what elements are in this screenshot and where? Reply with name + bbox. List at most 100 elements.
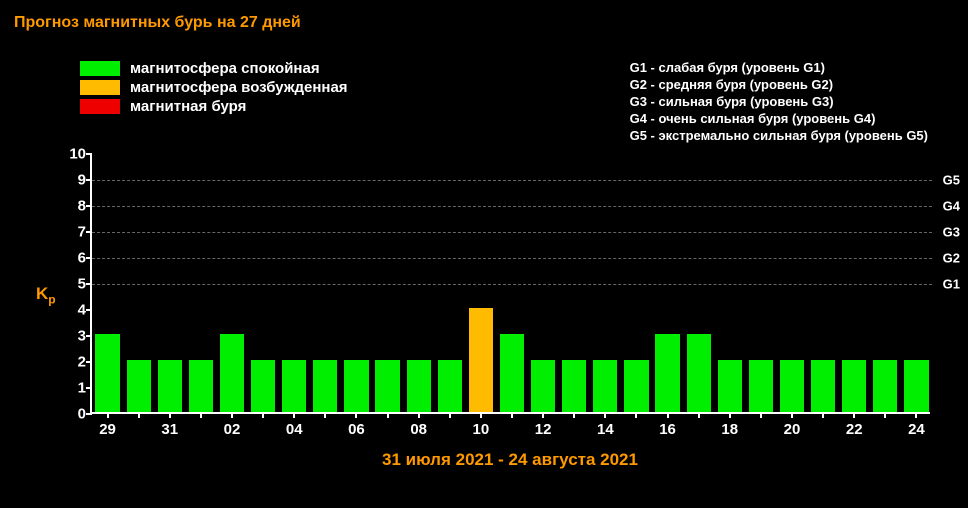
x-tick-label: 16 bbox=[659, 421, 676, 438]
y-tick-label: 3 bbox=[56, 328, 86, 345]
x-tick-mark bbox=[760, 412, 762, 418]
y-tick-label: 4 bbox=[56, 302, 86, 319]
x-axis-label: 31 июля 2021 - 24 августа 2021 bbox=[90, 450, 930, 470]
x-tick-label: 20 bbox=[784, 421, 801, 438]
x-tick-label: 22 bbox=[846, 421, 863, 438]
x-tick-mark bbox=[480, 412, 482, 418]
y-tick-label: 9 bbox=[56, 172, 86, 189]
kp-bar bbox=[344, 360, 368, 412]
legend-swatch bbox=[80, 80, 120, 95]
kp-bar bbox=[95, 334, 119, 412]
kp-bar bbox=[873, 360, 897, 412]
x-tick-mark bbox=[853, 412, 855, 418]
chart-title: Прогноз магнитных бурь на 27 дней bbox=[0, 0, 968, 32]
y-tick-label: 0 bbox=[56, 406, 86, 423]
kp-bar bbox=[407, 360, 431, 412]
kp-bar bbox=[904, 360, 928, 412]
x-tick-label: 08 bbox=[410, 421, 427, 438]
legend-swatch bbox=[80, 99, 120, 114]
kp-bar bbox=[500, 334, 524, 412]
y-tick-mark bbox=[86, 153, 92, 155]
g-level-label: G3 bbox=[943, 225, 960, 240]
x-tick-mark bbox=[418, 412, 420, 418]
y-tick-label: 5 bbox=[56, 276, 86, 293]
x-tick-mark bbox=[200, 412, 202, 418]
kp-bar bbox=[220, 334, 244, 412]
y-tick-mark bbox=[86, 335, 92, 337]
x-tick-mark bbox=[604, 412, 606, 418]
color-legend: магнитосфера спокойная магнитосфера возбу… bbox=[80, 60, 348, 144]
g-legend-row: G2 - средняя буря (уровень G2) bbox=[630, 77, 928, 94]
x-tick-mark bbox=[262, 412, 264, 418]
x-tick-mark bbox=[729, 412, 731, 418]
kp-bar bbox=[375, 360, 399, 412]
kp-bar bbox=[562, 360, 586, 412]
x-tick-mark bbox=[231, 412, 233, 418]
g-level-gridline bbox=[92, 206, 932, 207]
x-tick-mark bbox=[822, 412, 824, 418]
x-tick-mark bbox=[915, 412, 917, 418]
kp-bar bbox=[749, 360, 773, 412]
g-level-gridline bbox=[92, 180, 932, 181]
g-legend-row: G3 - сильная буря (уровень G3) bbox=[630, 94, 928, 111]
g-level-label: G4 bbox=[943, 199, 960, 214]
g-legend-row: G5 - экстремально сильная буря (уровень … bbox=[630, 128, 928, 145]
x-tick-label: 24 bbox=[908, 421, 925, 438]
kp-bar bbox=[842, 360, 866, 412]
x-tick-label: 12 bbox=[535, 421, 552, 438]
g-legend-row: G4 - очень сильная буря (уровень G4) bbox=[630, 111, 928, 128]
g-level-gridline bbox=[92, 232, 932, 233]
x-tick-mark bbox=[698, 412, 700, 418]
legend-label: магнитная буря bbox=[130, 98, 246, 115]
x-tick-mark bbox=[138, 412, 140, 418]
x-tick-mark bbox=[667, 412, 669, 418]
legend-label: магнитосфера возбужденная bbox=[130, 79, 348, 96]
y-tick-mark bbox=[86, 387, 92, 389]
g-scale-legend: G1 - слабая буря (уровень G1)G2 - средня… bbox=[630, 60, 928, 144]
kp-bar bbox=[811, 360, 835, 412]
x-tick-mark bbox=[107, 412, 109, 418]
kp-bar bbox=[718, 360, 742, 412]
y-tick-mark bbox=[86, 413, 92, 415]
x-tick-mark bbox=[169, 412, 171, 418]
x-tick-mark bbox=[635, 412, 637, 418]
x-tick-mark bbox=[573, 412, 575, 418]
x-tick-mark bbox=[293, 412, 295, 418]
kp-bar bbox=[438, 360, 462, 412]
x-tick-mark bbox=[355, 412, 357, 418]
y-axis-label: Kp bbox=[36, 284, 56, 306]
x-tick-label: 04 bbox=[286, 421, 303, 438]
g-level-label: G1 bbox=[943, 277, 960, 292]
g-level-gridline bbox=[92, 284, 932, 285]
kp-bar bbox=[469, 308, 493, 412]
kp-bar bbox=[624, 360, 648, 412]
y-tick-label: 8 bbox=[56, 198, 86, 215]
y-tick-mark bbox=[86, 309, 92, 311]
legends: магнитосфера спокойная магнитосфера возбу… bbox=[0, 32, 968, 144]
color-legend-row: магнитная буря bbox=[80, 98, 348, 115]
kp-bar bbox=[158, 360, 182, 412]
y-tick-label: 6 bbox=[56, 250, 86, 267]
kp-bar bbox=[531, 360, 555, 412]
x-tick-label: 14 bbox=[597, 421, 614, 438]
g-level-label: G2 bbox=[943, 251, 960, 266]
bar-chart: 012345678910G1G2G3G4G5293102040608101214… bbox=[90, 154, 930, 414]
x-tick-mark bbox=[387, 412, 389, 418]
x-tick-mark bbox=[511, 412, 513, 418]
y-tick-label: 2 bbox=[56, 354, 86, 371]
y-tick-label: 10 bbox=[56, 146, 86, 163]
y-tick-mark bbox=[86, 361, 92, 363]
g-legend-row: G1 - слабая буря (уровень G1) bbox=[630, 60, 928, 77]
x-tick-mark bbox=[542, 412, 544, 418]
legend-swatch bbox=[80, 61, 120, 76]
y-tick-label: 7 bbox=[56, 224, 86, 241]
color-legend-row: магнитосфера возбужденная bbox=[80, 79, 348, 96]
kp-bar bbox=[593, 360, 617, 412]
g-level-gridline bbox=[92, 258, 932, 259]
kp-bar bbox=[251, 360, 275, 412]
x-tick-mark bbox=[449, 412, 451, 418]
y-tick-label: 1 bbox=[56, 380, 86, 397]
x-tick-label: 06 bbox=[348, 421, 365, 438]
legend-label: магнитосфера спокойная bbox=[130, 60, 320, 77]
kp-bar bbox=[655, 334, 679, 412]
